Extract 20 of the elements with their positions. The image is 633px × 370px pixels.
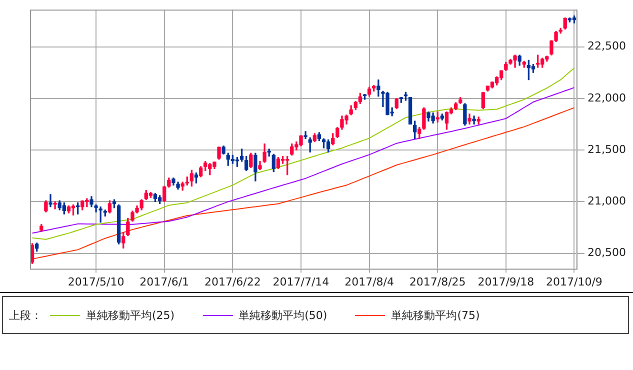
x-tick-label: 2017/6/22 (204, 275, 261, 288)
x-tick-label: 2017/6/1 (140, 275, 190, 288)
x-tick-label: 2017/10/9 (546, 275, 602, 288)
x-tick-label: 2017/7/14 (272, 275, 330, 288)
y-tick-label: 22,000 (588, 91, 626, 104)
candlestick (304, 131, 308, 140)
legend-label: 単純移動平均(50) (238, 308, 328, 322)
legend-title: 上段： (9, 308, 42, 322)
x-tick-label: 2017/5/10 (68, 275, 124, 288)
legend-label: 単純移動平均(25) (86, 308, 175, 322)
x-tick-label: 2017/8/4 (344, 275, 394, 288)
y-tick-label: 21,500 (588, 142, 626, 156)
y-tick-label: 22,500 (588, 40, 626, 53)
x-tick-label: 2017/9/18 (478, 275, 534, 288)
legend-label: 単純移動平均(75) (391, 308, 480, 322)
y-tick-label: 21,000 (588, 194, 626, 208)
candlestick (48, 194, 52, 208)
y-tick-label: 20,500 (588, 246, 626, 260)
candlestick (53, 201, 57, 210)
x-tick-label: 2017/8/25 (409, 275, 466, 288)
